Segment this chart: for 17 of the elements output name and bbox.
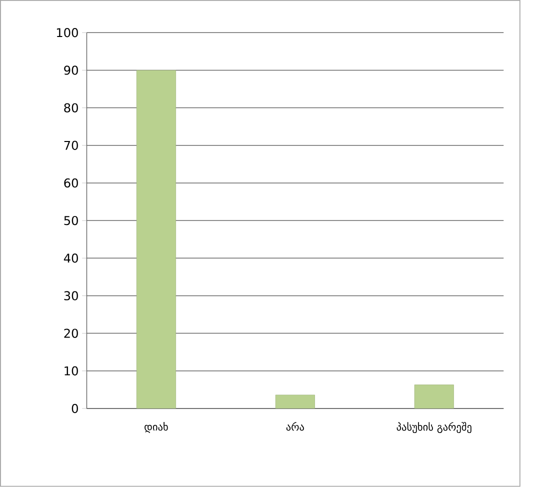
y-tick-label: 60: [64, 178, 78, 188]
y-tick-label: 30: [64, 291, 78, 300]
x-tick-label: დიახ: [144, 422, 168, 433]
y-tick-label: 10: [64, 366, 78, 376]
bar: [414, 384, 454, 409]
x-tick-label: პასუხის გარეშე: [396, 422, 472, 434]
y-tick-label: 0: [72, 404, 78, 414]
bar: [136, 70, 176, 409]
x-tick-label: არა: [286, 422, 304, 431]
y-tick-label: 80: [64, 103, 78, 112]
y-tick-label: 90: [64, 66, 78, 75]
y-tick-label: 20: [64, 328, 78, 338]
y-tick-label: 70: [64, 140, 78, 150]
bar: [276, 395, 315, 409]
y-tick-label: 40: [64, 254, 78, 263]
y-tick-label: 100: [56, 28, 78, 38]
y-tick-label: 50: [64, 216, 78, 226]
